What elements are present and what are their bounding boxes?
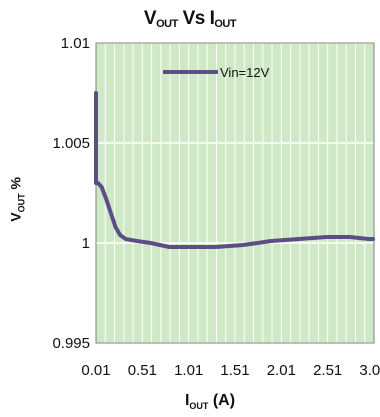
x-tick-label: 0.51 — [128, 362, 157, 379]
x-tick-label: 2.51 — [313, 362, 342, 379]
x-tick-label: 0.01 — [81, 362, 110, 379]
title-vs-iout: Vs I — [177, 8, 215, 29]
x-label-sub: OUT — [189, 401, 209, 412]
y-tick-label: 1.01 — [61, 35, 90, 52]
x-label-unit: (A) — [208, 392, 236, 409]
y-tick-label: 1 — [82, 235, 90, 252]
x-label-i: I — [184, 392, 190, 409]
legend-label: Vin=12V — [220, 65, 270, 80]
title-iout-sub: OUT — [214, 18, 237, 30]
x-tick-label: 2.01 — [267, 362, 296, 379]
title-vout: V — [143, 8, 157, 29]
chart-title: VOUT Vs IOUT — [0, 8, 380, 30]
x-tick-label: 3.01 — [359, 362, 380, 379]
x-tick-label: 1.01 — [174, 362, 203, 379]
series-line — [94, 91, 376, 249]
y-tick-label: 0.995 — [52, 335, 90, 352]
title-vout-sub: OUT — [156, 18, 178, 30]
x-axis-label: IOUT (A) — [0, 392, 380, 411]
x-tick-label: 1.51 — [220, 362, 249, 379]
y-tick-label: 1.005 — [52, 135, 90, 152]
plot-frame — [95, 42, 375, 344]
